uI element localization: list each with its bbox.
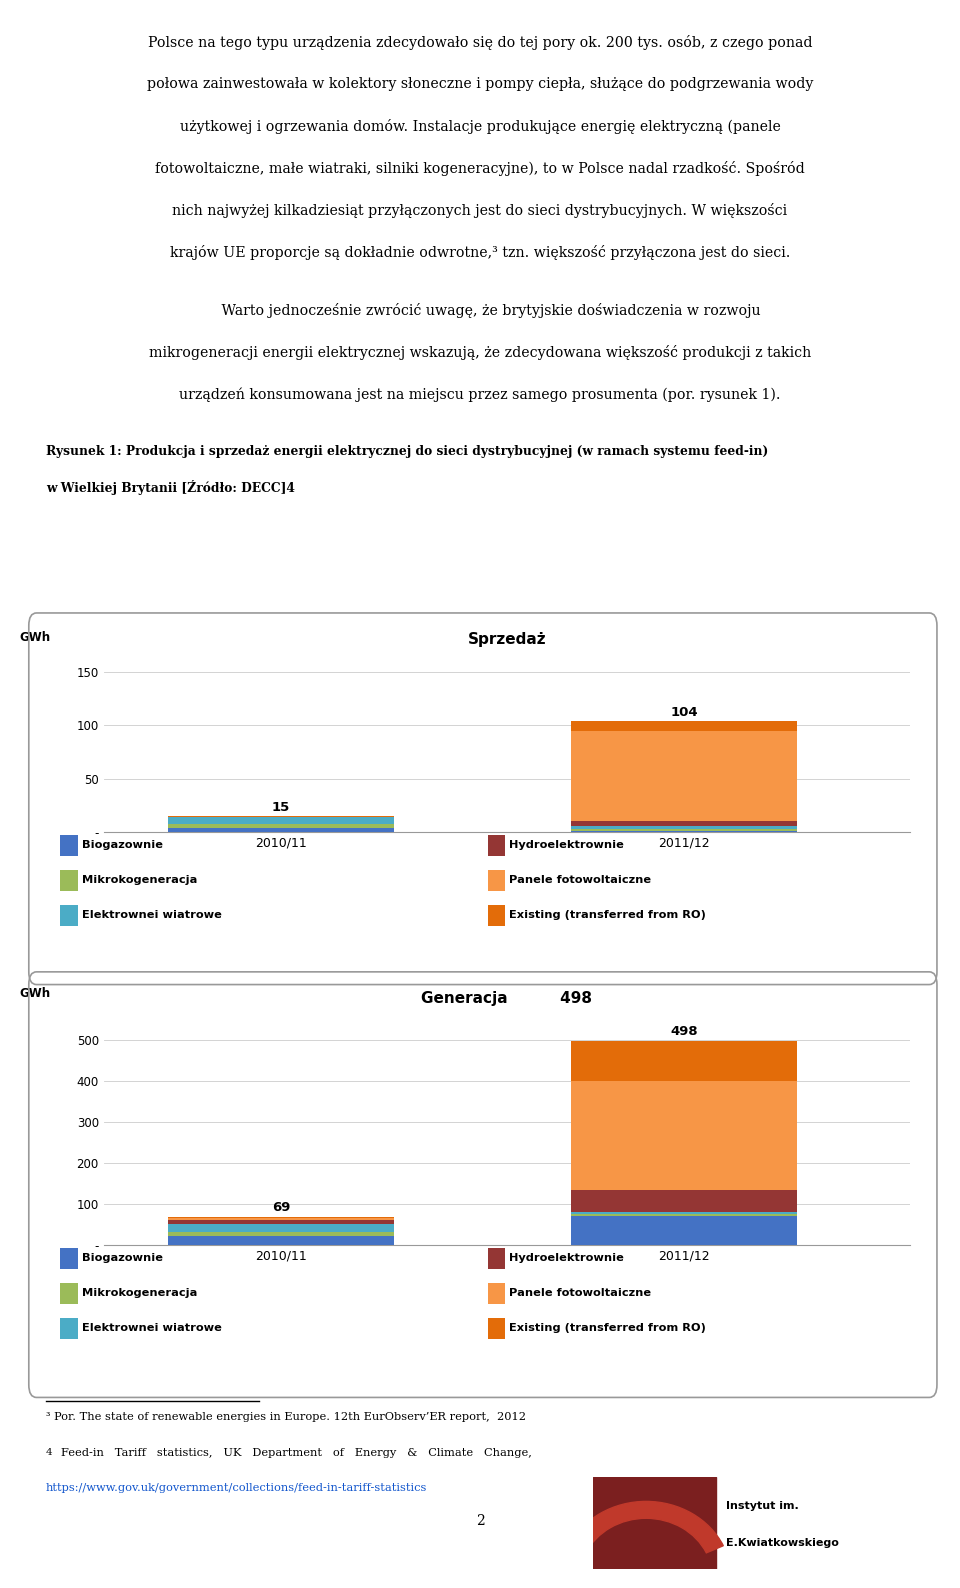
Bar	[571, 831, 797, 832]
Text: Rysunek 1: Produkcja i sprzedaż energii elektrycznej do sieci dystrybucyjnej (w : Rysunek 1: Produkcja i sprzedaż energii …	[46, 446, 768, 459]
Text: Feed-in   Tariff   statistics,   UK   Department   of   Energy   &   Climate   C: Feed-in Tariff statistics, UK Department…	[61, 1448, 532, 1458]
Bar	[168, 1235, 394, 1245]
Bar	[168, 1232, 394, 1235]
Bar	[168, 1216, 394, 1218]
Bar	[571, 1216, 797, 1245]
Text: Instytut im.: Instytut im.	[726, 1501, 799, 1512]
Text: Biogazownie: Biogazownie	[82, 840, 162, 850]
Text: mikrogeneracji energii elektrycznej wskazują, że zdecydowana większość produkcji: mikrogeneracji energii elektrycznej wska…	[149, 346, 811, 360]
Title: Generacja          498: Generacja 498	[421, 991, 592, 1007]
Text: Mikrokogeneracja: Mikrokogeneracja	[82, 1288, 197, 1297]
Text: https://www.gov.uk/government/collections/feed-in-tariff-statistics: https://www.gov.uk/government/collection…	[46, 1483, 427, 1493]
Text: urządzeń konsumowana jest na miejscu przez samego prosumenta (por. rysunek 1).: urządzeń konsumowana jest na miejscu prz…	[180, 387, 780, 402]
Bar	[168, 1224, 394, 1232]
Text: 69: 69	[272, 1201, 290, 1213]
Text: E.Kwiatkowskiego: E.Kwiatkowskiego	[726, 1537, 839, 1548]
Text: krajów UE proporcje są dokładnie odwrotne,³ tzn. większość przyłączona jest do s: krajów UE proporcje są dokładnie odwrotn…	[170, 246, 790, 260]
Bar	[168, 1218, 394, 1221]
Text: 104: 104	[670, 705, 698, 719]
Bar	[571, 721, 797, 730]
Text: nich najwyżej kilkadziesiąt przyłączonych jest do sieci dystrybucyjnych. W więks: nich najwyżej kilkadziesiąt przyłączonyc…	[173, 203, 787, 218]
Bar	[571, 821, 797, 826]
Text: Panele fotowoltaiczne: Panele fotowoltaiczne	[509, 875, 651, 885]
Text: GWh: GWh	[19, 986, 50, 1000]
Text: Existing (transferred from RO): Existing (transferred from RO)	[509, 910, 706, 919]
Text: użytkowej i ogrzewania domów. Instalacje produkujące energię elektryczną (panele: użytkowej i ogrzewania domów. Instalacje…	[180, 119, 780, 133]
Text: GWh: GWh	[19, 630, 50, 643]
Bar	[571, 1081, 797, 1189]
Text: Polsce na tego typu urządzenia zdecydowało się do tej pory ok. 200 tys. osób, z : Polsce na tego typu urządzenia zdecydowa…	[148, 35, 812, 49]
Text: w Wielkiej Brytanii [Źródło: DECC]4: w Wielkiej Brytanii [Źródło: DECC]4	[46, 481, 295, 495]
Text: połowa zainwestowała w kolektory słoneczne i pompy ciepła, służące do podgrzewan: połowa zainwestowała w kolektory słonecz…	[147, 78, 813, 91]
Text: Biogazownie: Biogazownie	[82, 1253, 162, 1262]
Text: 4: 4	[46, 1448, 53, 1458]
Text: 498: 498	[670, 1024, 698, 1039]
Text: fotowoltaiczne, małe wiatraki, silniki kogeneracyjne), to w Polsce nadal rzadkoś: fotowoltaiczne, małe wiatraki, silniki k…	[156, 162, 804, 176]
Text: 2: 2	[475, 1515, 485, 1528]
Text: Existing (transferred from RO): Existing (transferred from RO)	[509, 1323, 706, 1332]
Text: Hydroelektrownie: Hydroelektrownie	[509, 1253, 624, 1262]
Text: Panele fotowoltaiczne: Panele fotowoltaiczne	[509, 1288, 651, 1297]
Bar	[168, 824, 394, 827]
Bar	[168, 818, 394, 824]
Text: 15: 15	[272, 800, 290, 813]
Text: ³ Por. The state of renewable energies in Europe. 12th EurObserv’ER report,  201: ³ Por. The state of renewable energies i…	[46, 1412, 526, 1421]
Wedge shape	[569, 1501, 723, 1553]
Text: Warto jednocześnie zwrócić uwagę, że brytyjskie doświadczenia w rozwoju: Warto jednocześnie zwrócić uwagę, że bry…	[199, 303, 761, 318]
Bar	[168, 827, 394, 832]
Text: Elektrownei wiatrowe: Elektrownei wiatrowe	[82, 910, 222, 919]
Text: Elektrownei wiatrowe: Elektrownei wiatrowe	[82, 1323, 222, 1332]
Bar	[571, 826, 797, 829]
Text: Hydroelektrownie: Hydroelektrownie	[509, 840, 624, 850]
Text: Mikrokogeneracja: Mikrokogeneracja	[82, 875, 197, 885]
Title: Sprzedaż: Sprzedaż	[468, 632, 546, 648]
Bar	[571, 1189, 797, 1212]
Bar	[168, 1221, 394, 1224]
Bar	[571, 1215, 797, 1216]
Bar	[571, 1042, 797, 1081]
Bar	[593, 1477, 716, 1569]
Bar	[571, 730, 797, 821]
Bar	[571, 1212, 797, 1215]
